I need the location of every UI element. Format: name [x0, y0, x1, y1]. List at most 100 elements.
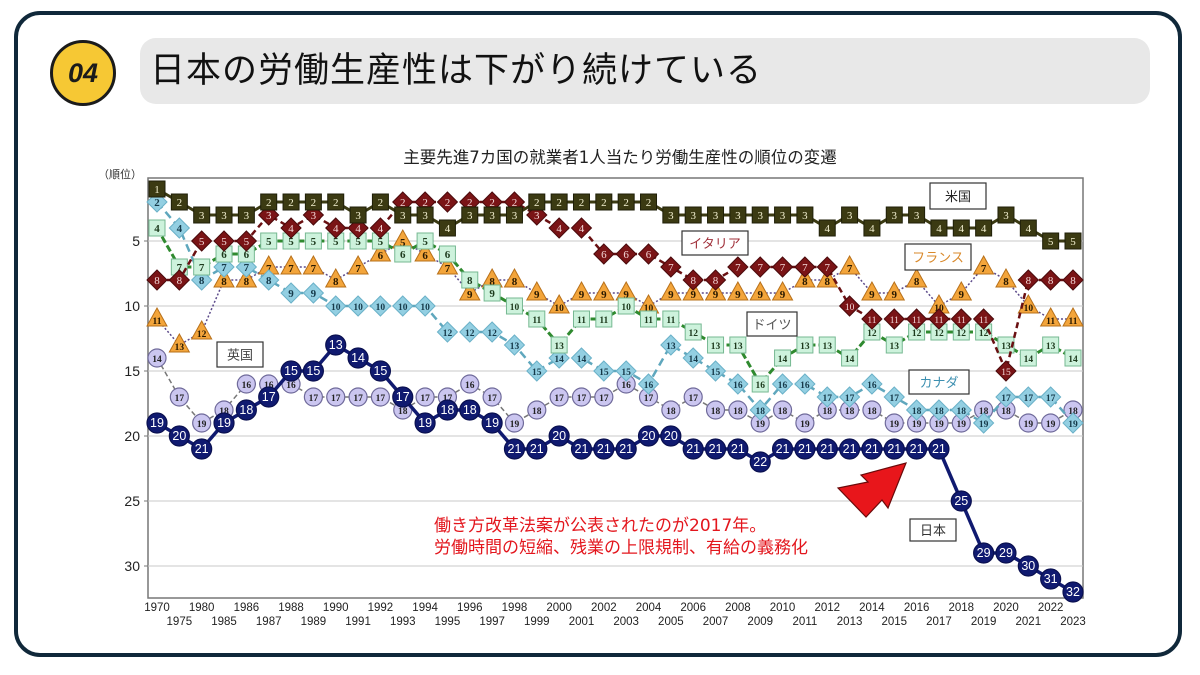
data-label: 8 [333, 276, 339, 288]
marker-square [930, 219, 948, 237]
data-label: 18 [979, 407, 989, 417]
data-label: 18 [711, 407, 721, 417]
data-point-uk: 18 [728, 400, 748, 420]
data-label: 16 [733, 381, 743, 391]
data-label: 13 [666, 342, 676, 352]
x-tick-label: 2022 [1038, 602, 1064, 614]
data-point-germany: 12 [684, 323, 702, 341]
marker-diamond [459, 321, 481, 343]
data-label: 29 [999, 546, 1013, 560]
data-label: 9 [713, 289, 719, 301]
marker-circle [838, 438, 861, 460]
marker-circle [549, 387, 569, 407]
x-tick-label: 1970 [144, 602, 170, 614]
marker-diamond [637, 373, 660, 395]
data-point-japan: 18 [235, 399, 257, 421]
data-point-italy: 11 [861, 308, 883, 330]
data-point-us: 5 [1064, 232, 1082, 250]
data-point-japan: 29 [995, 542, 1017, 564]
data-point-germany: 14 [774, 349, 792, 367]
data-point-germany: 13 [796, 336, 814, 354]
data-label: 7 [199, 262, 205, 274]
data-label: 7 [288, 263, 294, 275]
data-label: 15 [599, 368, 609, 378]
marker-triangle [213, 267, 235, 288]
data-point-us: 3 [662, 206, 680, 224]
data-label: 9 [579, 289, 585, 301]
marker-diamond [660, 334, 682, 356]
y-axis-label: （順位） [98, 168, 142, 181]
data-label: 11 [644, 316, 653, 326]
data-label: 8 [221, 276, 227, 288]
data-point-france: 9 [749, 280, 772, 301]
x-tick-label: 2005 [658, 616, 684, 628]
data-label: 14 [152, 355, 162, 365]
marker-circle [1041, 413, 1061, 433]
data-label: 3 [802, 210, 808, 222]
data-label: 3 [534, 210, 540, 222]
marker-square [282, 193, 300, 211]
x-tick-label: 2016 [904, 602, 930, 614]
data-label: 18 [239, 403, 253, 417]
data-point-germany: 13 [729, 336, 747, 354]
data-label: 10 [621, 303, 631, 313]
marker-square [997, 336, 1015, 354]
data-point-japan: 20 [548, 425, 570, 447]
x-tick-label: 2017 [926, 616, 952, 628]
x-tick-label: 2019 [971, 616, 997, 628]
data-point-us: 3 [774, 206, 792, 224]
data-label: 2 [601, 197, 607, 209]
marker-diamond [302, 282, 325, 304]
data-point-us: 3 [394, 206, 412, 224]
data-label: 19 [957, 420, 967, 430]
legend-label-france: フランス [904, 243, 972, 271]
data-point-france: 7 [302, 254, 325, 275]
data-point-japan: 20 [660, 425, 682, 447]
x-tick-label: 1998 [502, 602, 528, 614]
legend-box [746, 311, 798, 337]
data-label: 2 [288, 197, 294, 209]
marker-square [640, 310, 658, 328]
data-label: 4 [869, 223, 875, 235]
marker-circle [883, 438, 905, 460]
data-label: 8 [1026, 275, 1032, 287]
data-point-us: 2 [640, 193, 658, 211]
marker-triangle [190, 319, 213, 340]
marker-triangle [414, 241, 436, 262]
data-label: 5 [311, 236, 317, 248]
data-label: 14 [1024, 355, 1034, 365]
marker-diamond [637, 243, 660, 265]
data-point-germany: 11 [662, 310, 680, 328]
marker-diamond [369, 217, 392, 239]
legend-text: 英国 [227, 349, 253, 364]
marker-circle [192, 413, 212, 433]
data-point-japan: 21 [682, 438, 704, 460]
data-point-france: 11 [146, 306, 168, 327]
marker-square [349, 206, 367, 224]
marker-square [461, 206, 479, 224]
data-label: 4 [355, 223, 361, 235]
y-tick-label: 10 [124, 298, 140, 314]
highlight-arrow-icon [836, 462, 908, 518]
data-label: 20 [664, 429, 678, 443]
marker-square [1064, 349, 1082, 367]
data-point-france: 12 [190, 319, 213, 340]
data-label: 29 [977, 546, 991, 560]
marker-circle [326, 387, 346, 407]
data-label: 12 [487, 329, 497, 339]
data-point-us: 4 [952, 219, 970, 237]
marker-triangle [660, 280, 682, 301]
data-point-us: 3 [483, 206, 501, 224]
data-point-japan: 20 [637, 425, 660, 447]
data-label: 12 [688, 329, 698, 339]
marker-square [997, 206, 1015, 224]
data-label: 5 [333, 236, 339, 248]
marker-diamond [794, 373, 816, 395]
marker-circle [369, 360, 392, 382]
data-label: 13 [800, 342, 810, 352]
marker-diamond [905, 308, 928, 330]
data-point-us: 3 [908, 206, 926, 224]
data-label: 21 [776, 442, 790, 456]
data-label: 21 [910, 442, 924, 456]
